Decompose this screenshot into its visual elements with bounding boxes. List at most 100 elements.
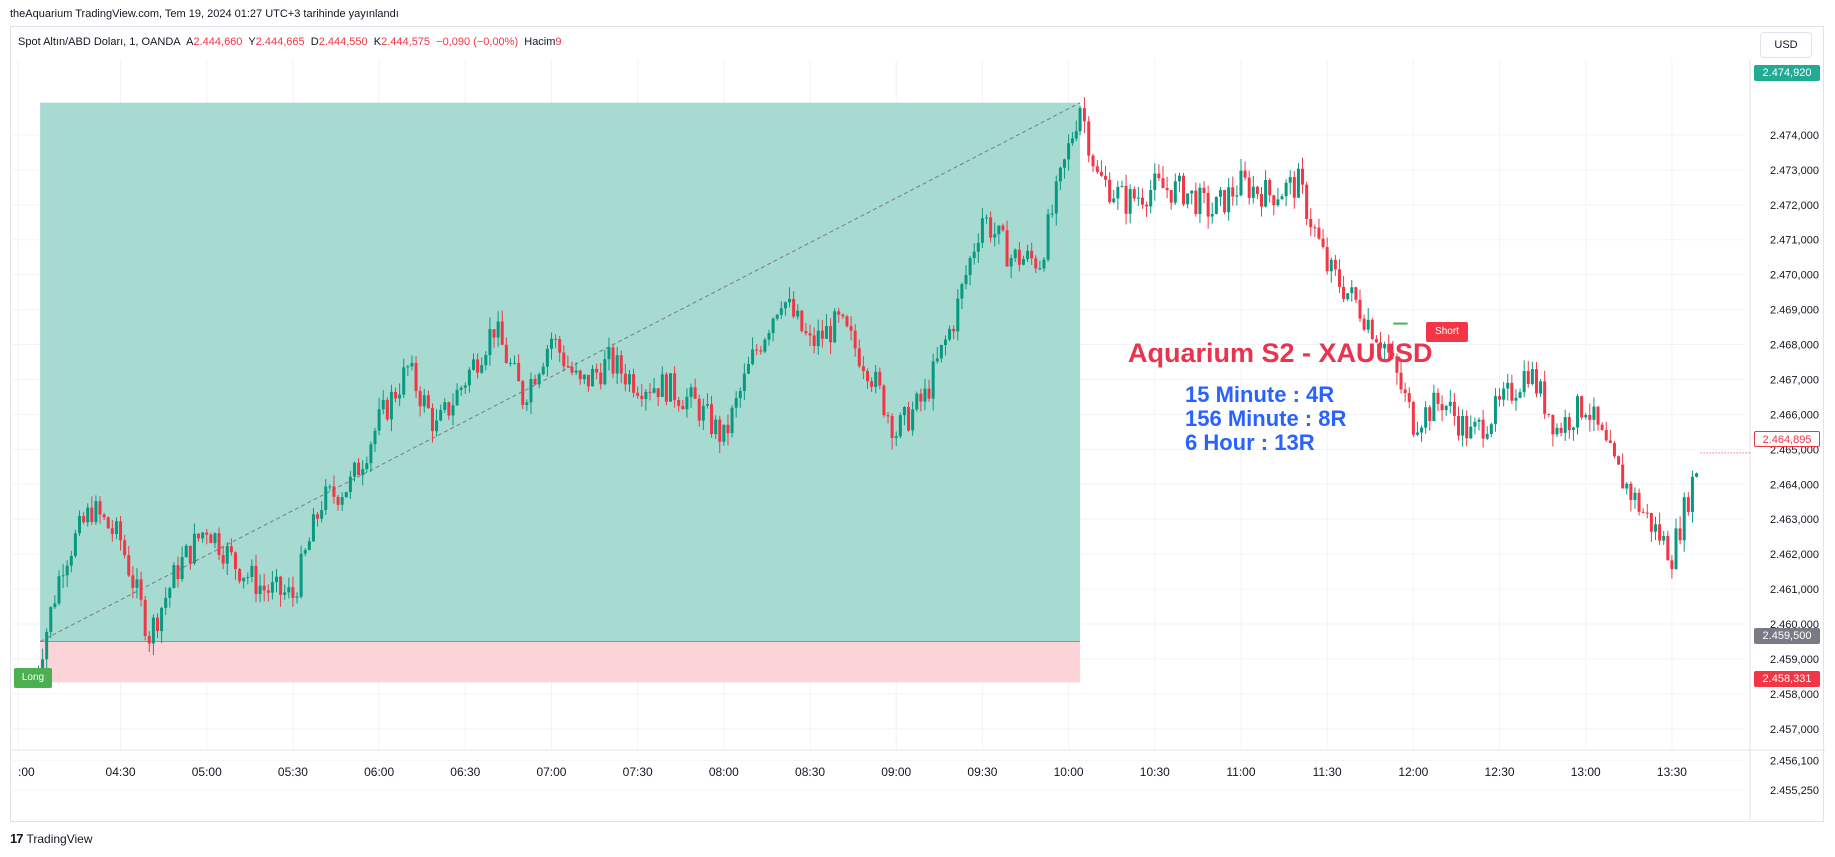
candle-body	[533, 378, 537, 385]
candle-body	[139, 579, 143, 600]
candle-body	[1116, 186, 1120, 199]
open-value: 2.444,660	[193, 36, 243, 48]
candle-body	[804, 331, 808, 334]
candle-body	[1210, 214, 1214, 217]
candle-body	[1424, 407, 1428, 428]
annotation-line-2[interactable]: 156 Minute : 8R	[1185, 406, 1347, 431]
candle-body	[324, 486, 328, 511]
candle-body	[426, 395, 430, 408]
candle-body	[299, 553, 303, 597]
volume-value: 9	[555, 36, 562, 48]
candle-body	[759, 350, 763, 352]
candle-body	[878, 371, 882, 386]
x-tick-label: 13:30	[1657, 765, 1687, 779]
currency-button[interactable]: USD	[1760, 32, 1812, 58]
candle-body	[385, 399, 389, 420]
long-marker[interactable]: Long	[14, 668, 52, 688]
candle-body	[1366, 319, 1370, 330]
candle-body	[517, 362, 521, 382]
candle-body	[508, 362, 512, 364]
annotation-line-3[interactable]: 6 Hour : 13R	[1185, 430, 1315, 455]
candle-body	[1625, 483, 1629, 489]
candle-body	[1149, 189, 1153, 207]
annotation-title[interactable]: Aquarium S2 - XAUUSD	[1128, 338, 1433, 368]
volume-label[interactable]: Hacim	[524, 36, 556, 48]
candle-body	[997, 225, 1001, 235]
candle-body	[1329, 259, 1333, 272]
candle-body	[681, 405, 685, 410]
candle-body	[492, 329, 496, 338]
candle-body	[332, 486, 336, 497]
short-marker[interactable]: Short	[1426, 322, 1468, 342]
candle-body	[627, 374, 631, 385]
candle-body	[1333, 259, 1337, 270]
candle-body	[1682, 497, 1686, 541]
candle-body	[993, 234, 997, 238]
candle-body	[549, 338, 553, 349]
candle-body	[135, 579, 139, 588]
candle-body	[1223, 190, 1227, 213]
position-diagonal	[39, 102, 1081, 642]
candle-body	[841, 314, 845, 317]
candle-body	[1391, 352, 1395, 357]
candle-body	[1346, 293, 1350, 300]
candle-body	[78, 515, 82, 534]
candle-body	[792, 298, 796, 317]
candle-body	[238, 569, 242, 582]
candle-body	[439, 409, 443, 421]
candle-body	[1009, 258, 1013, 267]
candle-body	[410, 362, 414, 367]
symbol-title[interactable]: Spot Altın/ABD Doları, 1, OANDA	[18, 36, 181, 48]
candle-body	[886, 415, 890, 417]
candle-body	[861, 366, 865, 372]
candle-body	[1153, 173, 1157, 190]
candle-body	[607, 347, 611, 360]
candle-body	[496, 321, 500, 338]
candle-body	[127, 555, 131, 576]
candle-body	[1485, 433, 1489, 439]
footer-brand[interactable]: 17 TradingView	[10, 831, 93, 846]
y-tick-label: 2.466,000	[1770, 409, 1819, 421]
candle-body	[636, 392, 640, 396]
candle-body	[225, 546, 229, 564]
y-tick-label: 2.455,250	[1770, 785, 1819, 797]
candle-body	[1120, 185, 1124, 187]
candle-body	[619, 355, 623, 374]
candle-body	[155, 617, 159, 632]
candle-body	[1493, 396, 1497, 425]
candle-body	[291, 587, 295, 598]
candle-body	[783, 302, 787, 309]
stop-price-tag: 2.458,331	[1754, 671, 1820, 687]
candle-body	[242, 577, 246, 582]
candle-body	[266, 590, 270, 593]
candle-body	[1276, 199, 1280, 206]
candle-body	[529, 378, 533, 403]
candle-body	[738, 391, 742, 399]
x-tick-label: 09:00	[881, 765, 911, 779]
candle-body	[1157, 173, 1161, 179]
y-tick-label: 2.470,000	[1770, 270, 1819, 282]
x-tick-label: 08:30	[795, 765, 825, 779]
candle-body	[755, 349, 759, 351]
candle-body	[459, 387, 463, 390]
symbol-legend: Spot Altın/ABD Doları, 1, OANDA A2.444,6…	[18, 36, 562, 48]
candle-body	[201, 532, 205, 539]
x-tick-label: 07:00	[536, 765, 566, 779]
candle-body	[1489, 424, 1493, 434]
candle-body	[394, 391, 398, 399]
candle-body	[1629, 483, 1633, 501]
candle-body	[960, 284, 964, 299]
candle-body	[53, 603, 57, 608]
y-tick-label: 2.468,000	[1770, 340, 1819, 352]
candle-body	[1608, 440, 1612, 444]
candle-body	[1399, 372, 1403, 390]
candle-body	[1082, 108, 1086, 122]
chart-frame	[10, 26, 1824, 822]
candle-body	[1243, 170, 1247, 178]
candle-body	[1370, 319, 1374, 339]
annotation-line-1[interactable]: 15 Minute : 4R	[1185, 382, 1335, 407]
candle-body	[788, 298, 792, 303]
candle-body	[1054, 181, 1058, 214]
price-chart[interactable]: :00 04:30 05:00 05:30 06:00 06:30 07:00 07:30 08…	[10, 60, 1825, 820]
candle-body	[775, 314, 779, 319]
